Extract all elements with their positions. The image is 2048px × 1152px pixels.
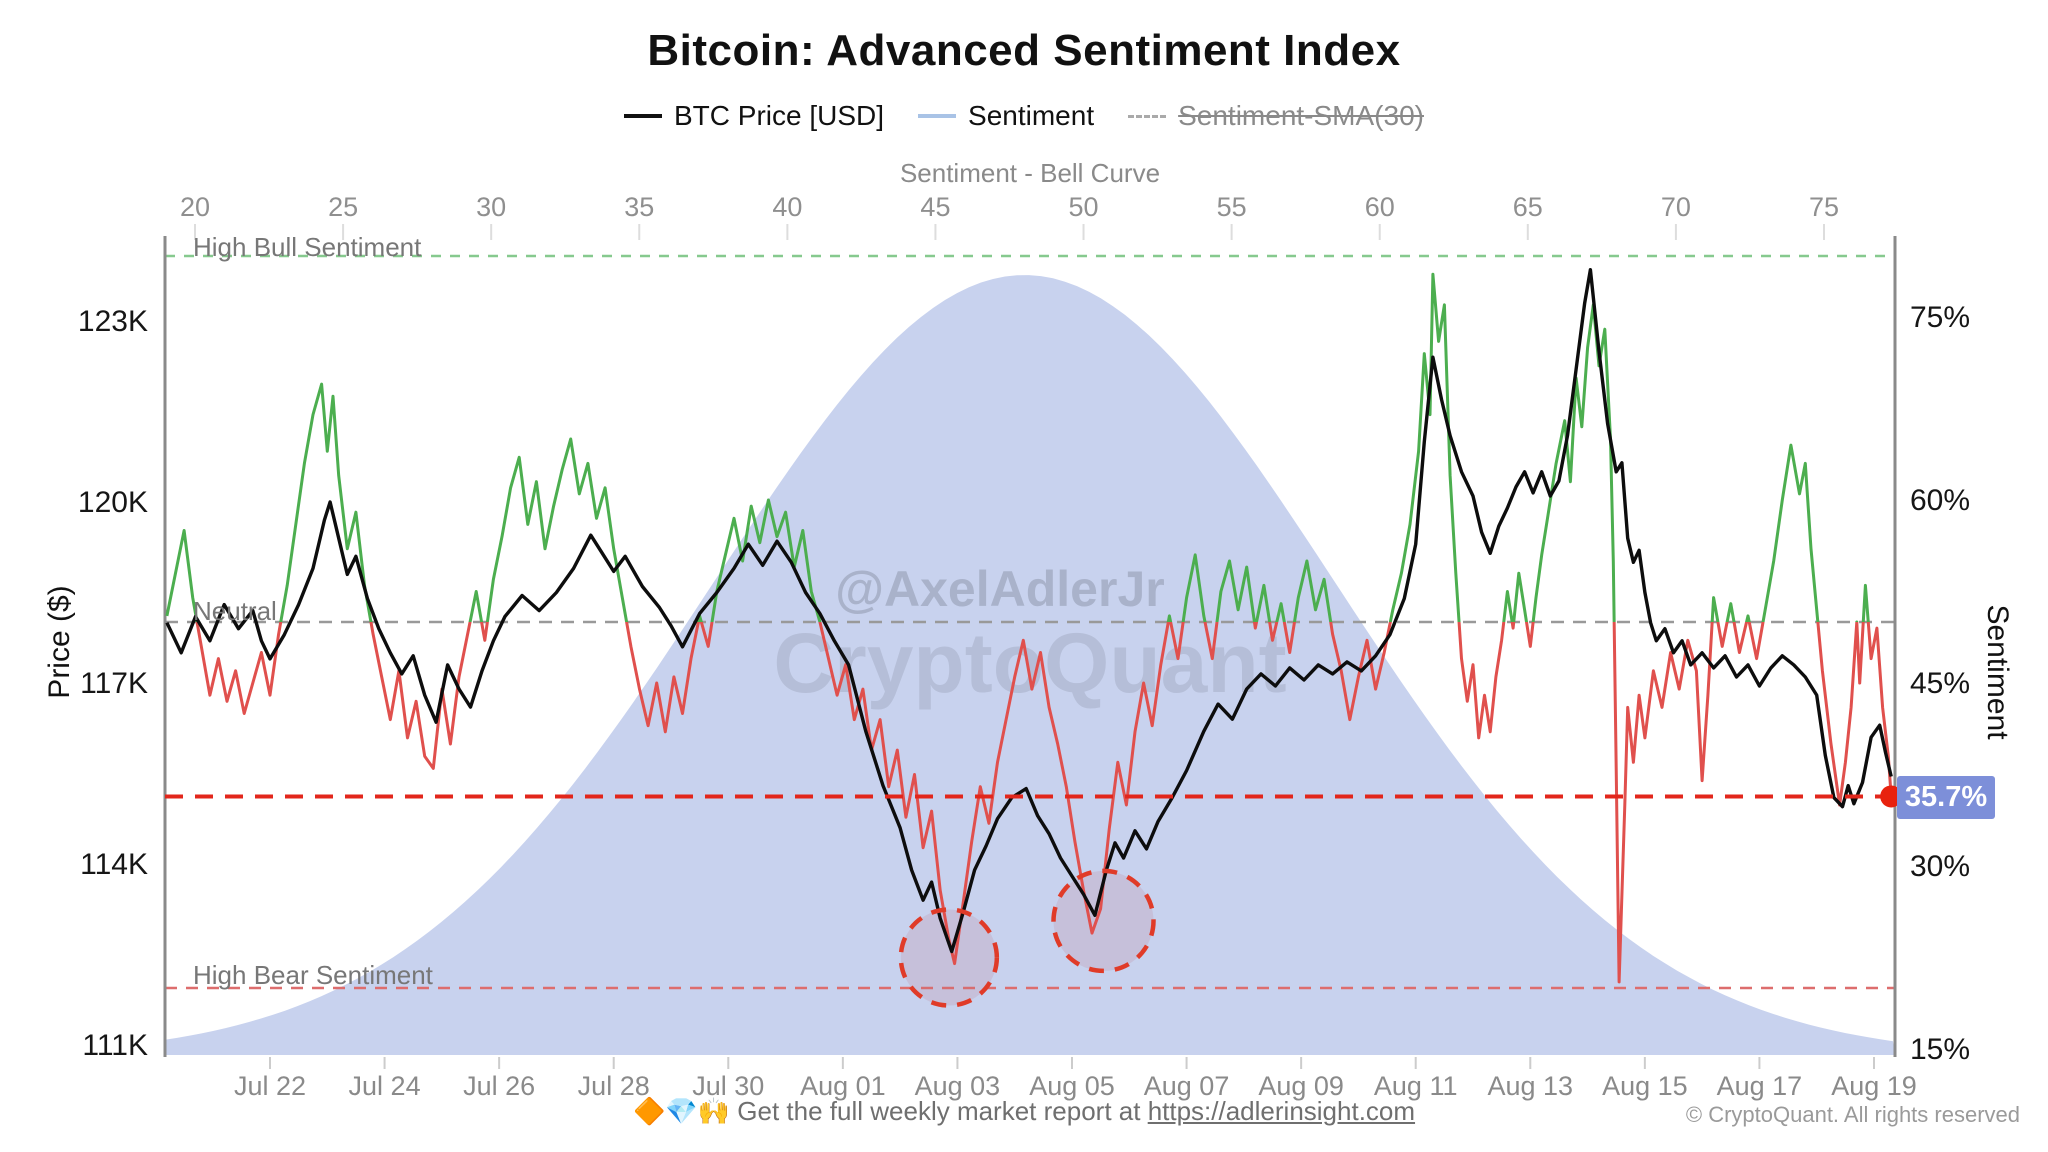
bell-axis-tick: 35 <box>624 192 654 222</box>
legend-label: Sentiment-SMA(30) <box>1178 100 1424 131</box>
bell-axis-tick: 30 <box>476 192 506 222</box>
bell-axis-tick: 50 <box>1069 192 1099 222</box>
highlight-circle-fill <box>900 909 997 1006</box>
date-axis-tick: Aug 03 <box>915 1071 1001 1101</box>
btc-price-line-swatch-icon <box>624 114 662 118</box>
footer-link[interactable]: https://adlerinsight.com <box>1147 1096 1416 1126</box>
svg-text:CryptoQuant: CryptoQuant <box>773 616 1286 710</box>
date-axis-tick: Aug 05 <box>1029 1071 1115 1101</box>
copyright-note: © CryptoQuant. All rights reserved <box>1685 1102 2020 1127</box>
watermark: @AxelAdlerJr CryptoQuant <box>773 561 1286 710</box>
sentiment-line-down <box>195 622 1893 984</box>
bell-axis-tick: 25 <box>328 192 358 222</box>
btc-price-line <box>165 268 1893 954</box>
legend-label: Sentiment <box>968 100 1095 131</box>
highlight-circle <box>898 907 1000 1008</box>
sentiment-axis-tick: 15% <box>1910 1033 1970 1066</box>
sentiment-line-up <box>165 272 1870 622</box>
price-axis-tick: 117K <box>80 667 148 700</box>
highlight-circle-fill <box>1053 870 1154 971</box>
bell-axis-tick: 20 <box>180 192 210 222</box>
price-axis-tick: 123K <box>78 305 148 338</box>
legend-item-sentiment-sma[interactable]: Sentiment-SMA(30) <box>1128 100 1424 132</box>
price-axis-tick: 114K <box>80 848 148 881</box>
date-axis-tick: Aug 09 <box>1258 1071 1344 1101</box>
price-axis-tick: 120K <box>78 486 148 519</box>
date-axis-tick: Aug 19 <box>1831 1071 1917 1101</box>
bell-axis-tick: 65 <box>1513 192 1543 222</box>
sentiment-axis-tick: 30% <box>1910 850 1970 883</box>
date-axis-tick: Aug 13 <box>1487 1071 1573 1101</box>
high-bear-sentiment-label: High Bear Sentiment <box>193 960 433 990</box>
bell-axis-tick: 45 <box>920 192 950 222</box>
sentiment-axis-title: Sentiment <box>1981 604 2014 740</box>
sentiment-line-swatch-icon <box>918 114 957 118</box>
page-title: Bitcoin: Advanced Sentiment Index <box>647 26 1401 75</box>
date-axis-tick: Jul 24 <box>349 1071 421 1101</box>
bell-axis-title: Sentiment - Bell Curve <box>900 158 1160 188</box>
current-value-dot <box>1880 785 1903 808</box>
bell-axis-tick: 40 <box>772 192 802 222</box>
legend-item-btc-price[interactable]: BTC Price [USD] <box>624 100 884 132</box>
price-axis-title: Price ($) <box>43 585 76 699</box>
sentiment-axis-tick: 60% <box>1910 484 1970 517</box>
date-axis-tick: Jul 22 <box>234 1071 306 1101</box>
date-axis-tick: Aug 01 <box>800 1071 886 1101</box>
date-axis-tick: Aug 11 <box>1374 1071 1458 1101</box>
price-axis-tick: 111K <box>82 1029 148 1062</box>
neutral-label: Neutral <box>193 596 277 626</box>
date-axis-tick: Jul 30 <box>692 1071 764 1101</box>
current-sentiment-badge: 35.7% <box>1897 776 1995 819</box>
bell-axis-tick: 75 <box>1809 192 1839 222</box>
footer-text: Get the full weekly market report at <box>730 1096 1148 1126</box>
highlight-circle <box>1051 868 1156 974</box>
legend-label: BTC Price [USD] <box>674 100 885 131</box>
bell-axis-tick: 55 <box>1217 192 1247 222</box>
high-bull-sentiment-label: High Bull Sentiment <box>193 232 422 262</box>
legend-item-sentiment[interactable]: Sentiment <box>918 100 1094 132</box>
date-axis-tick: Jul 26 <box>463 1071 535 1101</box>
date-axis-tick: Aug 07 <box>1144 1071 1230 1101</box>
footer-emoji-icon: 🔶💎🙌 <box>632 1096 731 1126</box>
svg-text:@AxelAdlerJr: @AxelAdlerJr <box>835 561 1164 617</box>
sentiment-axis-tick: 75% <box>1910 301 1970 334</box>
date-axis-tick: Jul 28 <box>578 1071 650 1101</box>
bell-curve <box>165 275 1895 1056</box>
sentiment-axis-tick: 45% <box>1910 667 1970 700</box>
bell-axis-tick: 60 <box>1365 192 1395 222</box>
date-axis-tick: Aug 17 <box>1717 1071 1803 1101</box>
legend: BTC Price [USD] Sentiment Sentiment-SMA(… <box>0 100 2048 132</box>
footer-note: 🔶💎🙌 Get the full weekly market report at… <box>0 1096 2048 1127</box>
sentiment-sma-line-swatch-icon <box>1128 114 1167 118</box>
date-axis-tick: Aug 15 <box>1602 1071 1688 1101</box>
bell-axis-tick: 70 <box>1661 192 1691 222</box>
